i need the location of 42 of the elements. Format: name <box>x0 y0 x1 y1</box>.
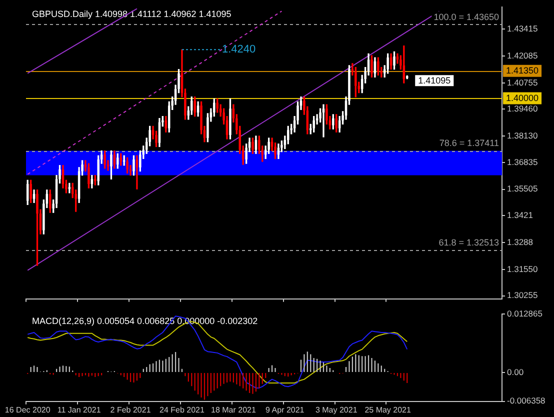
candlestick <box>322 104 325 138</box>
y-tick-label: 0.012865 <box>507 308 543 318</box>
x-tick-label: 2 Feb 2021 <box>110 405 152 414</box>
candlestick <box>132 155 135 176</box>
annotation: 1.41095 <box>418 76 451 86</box>
chart-title: GBPUSD.Daily 1.40998 1.41112 1.40962 1.41095 <box>32 9 232 20</box>
x-tick-label: 16 Dec 2020 <box>4 405 51 414</box>
ref-line-label: 1.41350 <box>506 65 539 76</box>
candlestick <box>136 155 138 190</box>
x-tick-label: 18 Mar 2021 <box>210 405 256 414</box>
y-tick-label: 1.31550 <box>507 264 538 274</box>
ref-line-label: 78.6 = 1.37411 <box>439 138 499 148</box>
x-tick-label: 24 Feb 2021 <box>160 405 205 414</box>
candlestick <box>252 138 254 154</box>
ref-line-label: 61.8 = 1.32513 <box>438 237 499 248</box>
annotation: 1.4240 <box>222 44 256 56</box>
y-tick-label: 1.42085 <box>507 50 538 60</box>
y-tick-label: 1.38130 <box>507 130 538 141</box>
candlestick <box>36 190 38 266</box>
x-tick-label: 3 May 2021 <box>315 405 358 414</box>
y-tick-label: 1.39460 <box>507 104 538 114</box>
candlestick <box>126 157 128 174</box>
ref-line-label: 1.40000 <box>506 92 539 103</box>
x-tick-label: 9 Apr 2021 <box>266 405 305 414</box>
candlestick <box>393 51 396 70</box>
y-tick-label: 1.40755 <box>507 77 538 88</box>
y-tick-label: 1.3421 <box>507 210 534 220</box>
candlestick <box>88 163 90 188</box>
candlestick <box>110 150 112 180</box>
y-tick-label: -0.006358 <box>507 396 546 406</box>
y-tick-label: 1.3288 <box>507 236 534 247</box>
ref-line-label: 100.0 = 1.43650 <box>434 12 499 22</box>
y-tick-label: 1.35505 <box>507 184 538 194</box>
x-tick-label: 25 May 2021 <box>364 405 412 414</box>
y-tick-label: 1.30255 <box>507 290 538 300</box>
x-tick-label: 11 Jan 2021 <box>57 405 102 414</box>
candlestick <box>104 150 106 169</box>
candlestick <box>229 98 232 140</box>
y-tick-label: 0.00 <box>507 366 524 377</box>
candlestick <box>370 55 373 78</box>
y-tick-label: 1.43415 <box>507 23 538 34</box>
y-tick-label: 1.36835 <box>507 156 538 167</box>
